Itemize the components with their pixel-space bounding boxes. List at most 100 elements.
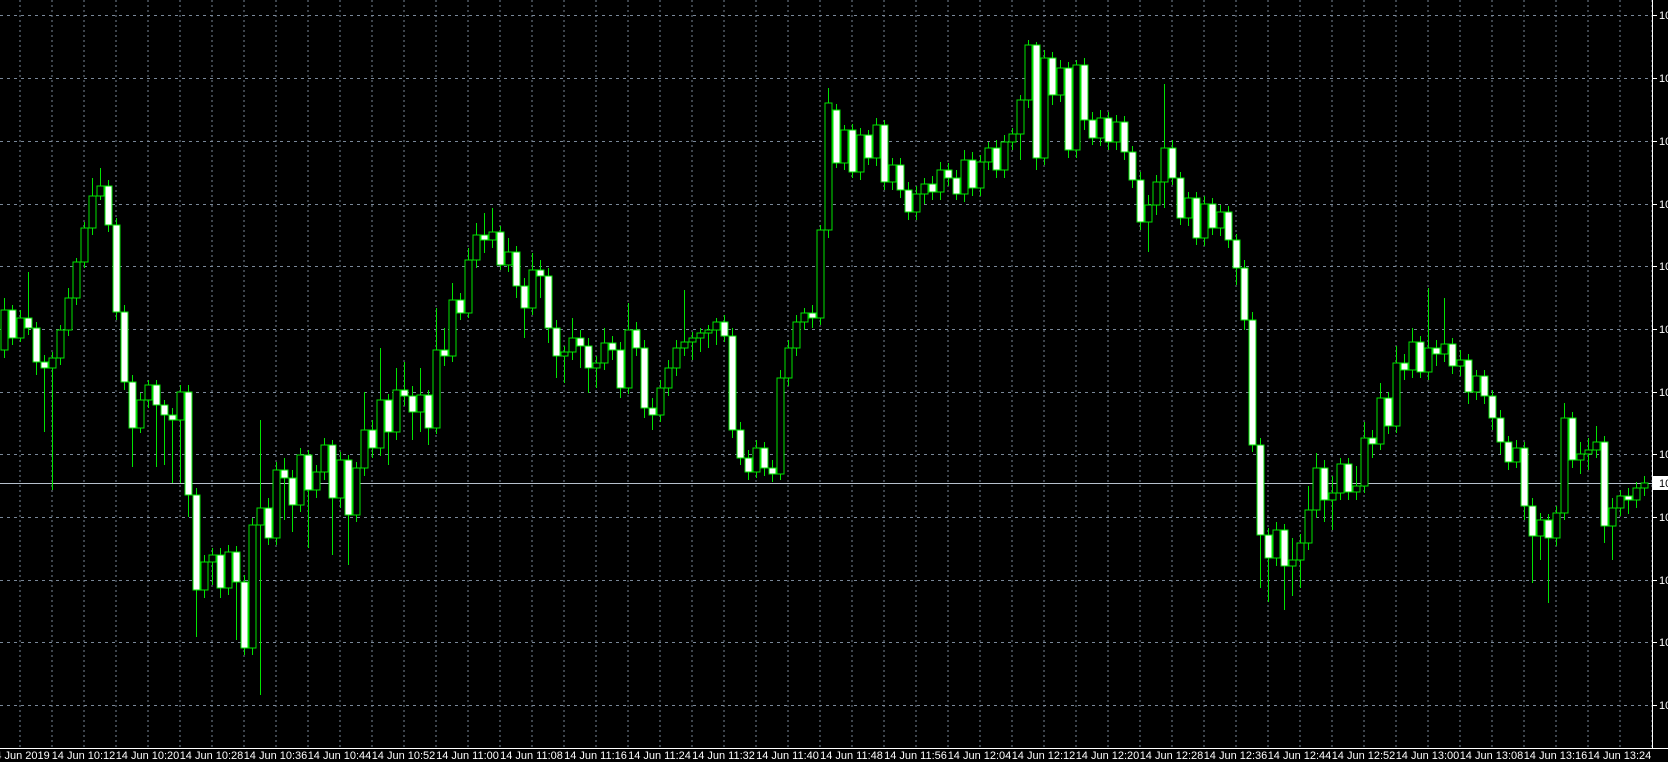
time-tick-label: 14 Jun 12:44	[1268, 750, 1332, 762]
bull-candle-body	[960, 159, 969, 195]
bear-candle-body	[1520, 447, 1529, 507]
bear-candle-body	[864, 134, 873, 159]
bear-candle-body	[264, 507, 273, 539]
bear-candle-body	[408, 395, 417, 413]
time-tick-label: 14 Jun 13:08	[1460, 750, 1524, 762]
price-tick-label: 10	[1659, 512, 1668, 524]
time-tick-label: 14 Jun 10:20	[116, 750, 180, 762]
bull-candle-body	[312, 471, 321, 491]
bull-candle-body	[976, 161, 985, 189]
time-tick-label: 14 Jun 11:16	[564, 750, 627, 762]
bull-candle-body	[1616, 495, 1625, 509]
bear-candle-body	[584, 345, 593, 369]
bull-candle-body	[696, 332, 705, 339]
bull-candle-body	[1008, 133, 1017, 143]
bull-candle-body	[592, 362, 601, 369]
bull-candle-body	[1392, 362, 1401, 427]
plot-area[interactable]	[0, 0, 1652, 748]
bear-candle-body	[736, 429, 745, 459]
time-tick-label: 14 Jun 10:12	[52, 750, 116, 762]
bull-candle-body	[872, 124, 881, 159]
price-tick-label: 10	[1659, 637, 1668, 649]
price-tick-label: 10	[1659, 700, 1668, 712]
bear-candle-body	[288, 477, 297, 506]
bear-candle-body	[928, 183, 937, 193]
bull-candle-body	[1352, 485, 1361, 493]
bull-candle-body	[1312, 467, 1321, 511]
time-tick-label: 14 Jun 13:00	[1396, 750, 1460, 762]
bear-candle-body	[1504, 441, 1513, 463]
bull-candle-body	[352, 467, 361, 516]
bear-candle-body	[40, 361, 49, 369]
bear-candle-body	[216, 554, 225, 589]
bull-candle-body	[432, 349, 441, 429]
bull-candle-body	[200, 561, 209, 591]
bull-candle-body	[1072, 64, 1081, 151]
bull-candle-body	[528, 269, 537, 309]
bull-candle-body	[488, 231, 497, 241]
bear-candle-body	[184, 391, 193, 496]
bull-candle-body	[656, 387, 665, 416]
bear-candle-body	[240, 581, 249, 649]
bear-candle-body	[1432, 347, 1441, 355]
bull-candle-body	[1304, 509, 1313, 544]
bear-candle-body	[1568, 417, 1577, 461]
bull-candle-body	[1424, 347, 1433, 373]
bull-candle-body	[984, 147, 993, 163]
bull-candle-body	[1336, 463, 1345, 494]
bull-candle-body	[1200, 203, 1209, 239]
bear-candle-body	[160, 404, 169, 416]
bear-candle-body	[760, 447, 769, 469]
bull-candle-body	[80, 227, 89, 263]
bull-candle-body	[48, 357, 57, 369]
bull-candle-body	[920, 183, 929, 195]
bull-candle-body	[704, 329, 713, 334]
bear-candle-body	[1280, 529, 1289, 567]
price-axis[interactable]: 10 10 10 10 10 10 10 10 10 10 10 10	[1652, 10, 1668, 712]
bull-candle-body	[680, 341, 689, 349]
bear-candle-body	[1208, 203, 1217, 229]
bear-candle-body	[1032, 44, 1041, 159]
bear-candle-body	[808, 312, 817, 319]
bull-candle-body	[256, 507, 265, 526]
current-price-box	[1653, 476, 1668, 490]
time-tick-label: 14 Jun 11:00	[436, 750, 499, 762]
bull-candle-body	[248, 524, 257, 649]
bull-candle-body	[376, 399, 385, 449]
bear-candle-body	[1600, 441, 1609, 527]
bear-candle-body	[744, 457, 753, 473]
bull-candle-body	[840, 129, 849, 164]
bear-candle-body	[304, 454, 313, 491]
bull-candle-body	[712, 321, 721, 331]
bear-candle-body	[1240, 267, 1249, 321]
price-tick-label: 10	[1659, 136, 1668, 148]
price-tick-label: 10	[1659, 199, 1668, 211]
bull-candle-body	[56, 329, 65, 359]
price-tick-label: 10	[1659, 387, 1668, 399]
bull-candle-body	[1016, 99, 1025, 135]
bull-candle-body	[1472, 375, 1481, 393]
bear-candle-body	[1232, 239, 1241, 269]
bear-candle-body	[24, 317, 33, 329]
bull-candle-body	[1272, 529, 1281, 559]
bull-candle-body	[1184, 197, 1193, 219]
bull-candle-body	[360, 429, 369, 469]
time-tick-label: 14 Jun 12:20	[1076, 750, 1140, 762]
bear-candle-body	[552, 327, 561, 357]
bull-candle-body	[776, 377, 785, 475]
bear-candle-body	[1528, 505, 1537, 537]
bear-candle-body	[1416, 341, 1425, 373]
time-tick-label: 14 Jun 2019	[0, 750, 50, 762]
bear-candle-body	[168, 414, 177, 421]
bull-candle-body	[888, 164, 897, 183]
bull-candle-body	[784, 347, 793, 379]
bull-candle-body	[64, 297, 73, 331]
bear-candle-body	[1128, 151, 1137, 181]
bear-candle-body	[544, 275, 553, 329]
bull-candle-body	[1288, 559, 1297, 567]
bull-candle-body	[1144, 204, 1153, 223]
bull-candle-body	[936, 169, 945, 193]
